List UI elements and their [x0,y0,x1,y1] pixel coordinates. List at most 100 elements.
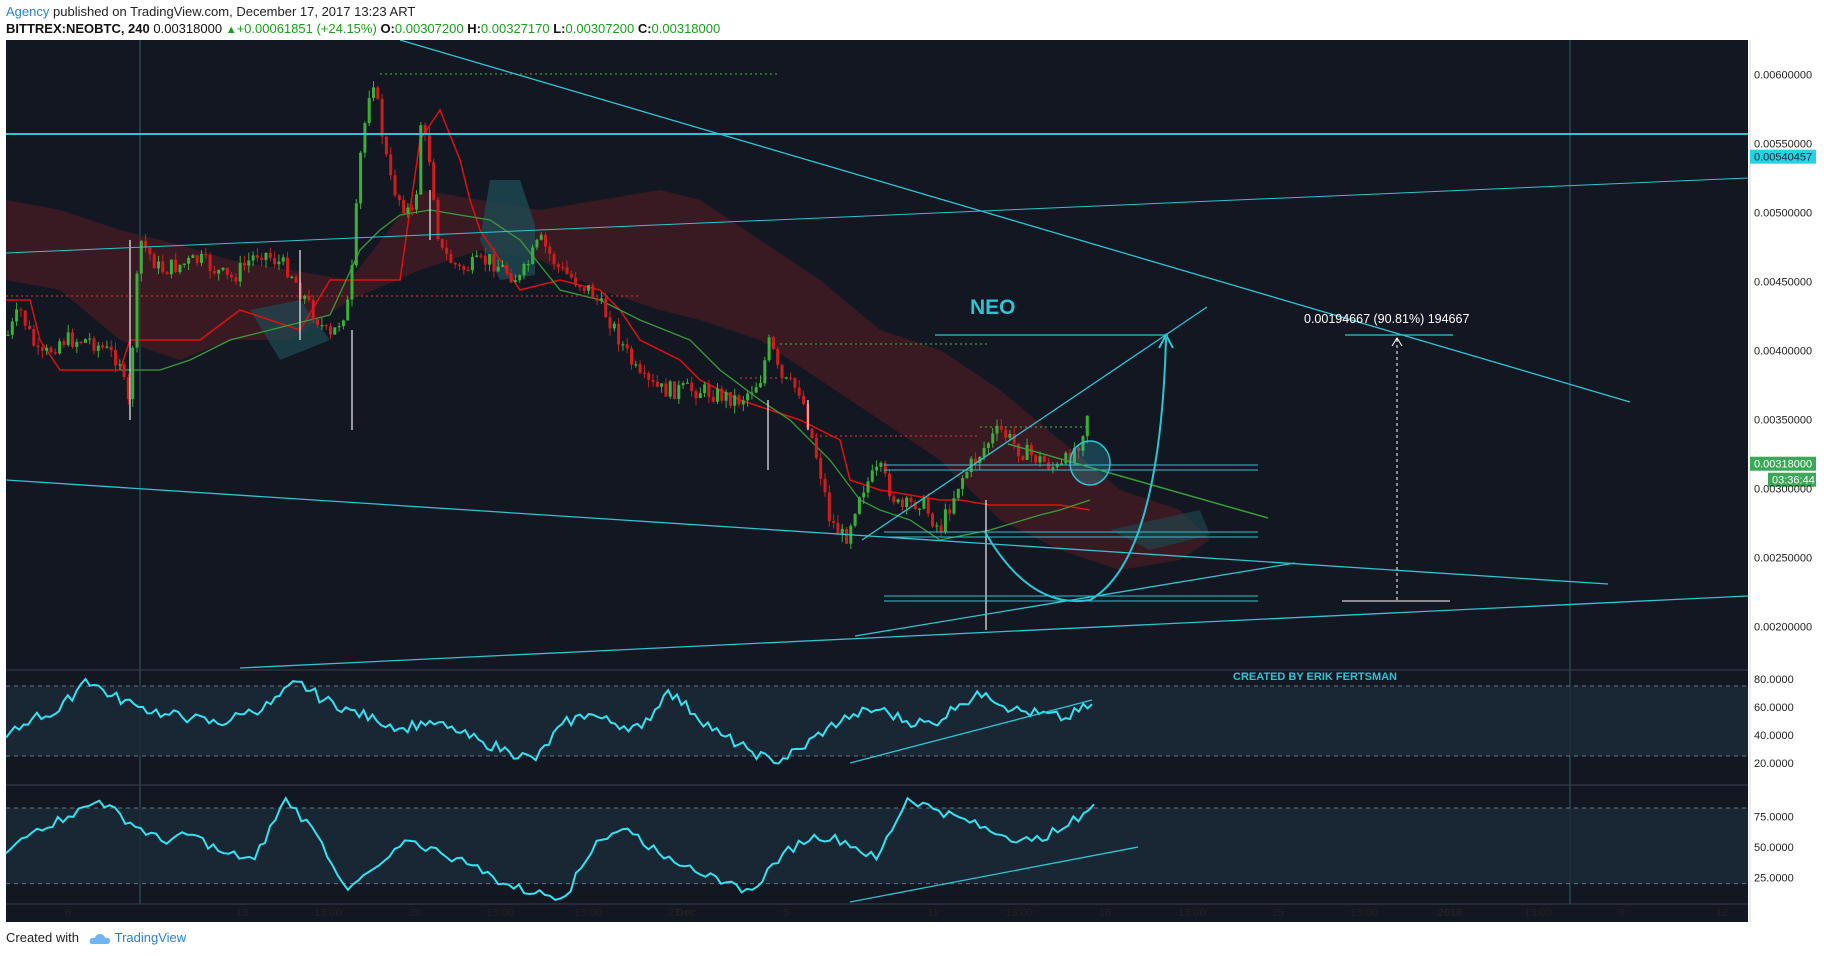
candle-body [599,298,603,301]
green-trendline [1007,443,1269,519]
candle-body [1081,436,1085,451]
candle-body [883,462,887,474]
time-tick-label: 6 [65,907,71,919]
candle-body [118,364,122,366]
candle-body [135,273,139,348]
time-tick-label: 13:00 [574,907,602,919]
candle-body [991,433,995,444]
candle-body [501,264,504,267]
candle-body [664,383,668,397]
time-tick-label: 2018 [1438,907,1462,919]
time-tick-label: 13:00 [1178,907,1206,919]
candle-body [862,492,866,498]
low-label: L: [553,21,566,36]
candle-body [62,341,66,345]
candle-body [28,325,31,329]
candle-body [144,240,148,248]
candle-body [694,391,698,399]
candle-body [367,97,371,124]
candle-body [552,253,556,265]
candle-body [372,87,375,98]
descending-trendline [399,40,1631,403]
open-value: 0.00307200 [394,21,464,36]
candle-body [1021,456,1025,460]
candle-body [892,496,896,503]
candle-body [617,323,621,345]
candle-body [565,267,569,274]
measure-label: 0.00194667 (90.81%) 194667 [1304,312,1469,326]
candle-body [660,383,664,387]
rsi-band-fill [6,686,1748,756]
candle-body [986,443,990,448]
candle-body [260,257,264,260]
candle-body [879,462,883,467]
chart-area[interactable]: NEO 0.00194667 (90.81%) 1946670.005404570… [0,40,1824,922]
candle-body [556,264,560,267]
time-tick-label: 18 [1099,907,1111,919]
candle-body [6,334,10,337]
time-tick-label: 13:00 [1005,907,1033,919]
candle-body [406,207,410,214]
candle-body [311,300,315,320]
candle-body [264,252,268,260]
publisher-link[interactable]: Agency [6,4,50,19]
candle-body [359,152,363,204]
candle-body [638,364,642,373]
candle-body [746,393,750,401]
stoch-rsi-tick-label: 75.0000 [1754,812,1794,824]
change-value: +0.00061851 (+24.15%) [236,21,377,36]
candle-body [475,255,479,257]
candle-body [587,285,590,291]
countdown-text: 03:36:44 [1772,475,1815,487]
tradingview-link[interactable]: TradingView [114,930,187,945]
candle-body [109,346,113,350]
candle-body [1055,463,1059,468]
candle-body [337,326,341,328]
resistance-price-tag [1750,149,1816,164]
candle-body [320,325,324,327]
candle-body [440,238,444,248]
price-tick-label: 0.00600000 [1754,70,1812,82]
candle-body [40,347,44,351]
candle-body [857,497,861,514]
candle-body [247,260,251,266]
candle-body [522,264,526,276]
candle-body [935,525,939,527]
rsi-tick-label: 80.0000 [1754,674,1794,686]
candle-body [195,255,199,263]
candle-body [591,285,595,299]
candle-body [307,295,311,301]
candle-body [397,195,401,201]
candle-body [982,447,986,458]
stoch-rsi-tick-label: 50.0000 [1754,842,1794,854]
candle-body [819,458,823,479]
stoch-band-fill [6,807,1748,884]
candle-body [802,395,805,405]
candle-body [169,259,173,275]
candle-body [836,522,840,535]
time-tick-label: 13:00 [486,907,514,919]
created-with-label: Created with [6,930,79,945]
candle-body [720,388,724,401]
time-tick-label: Dec [676,907,696,919]
candle-body [505,264,509,274]
candle-body [608,317,612,329]
candle-body [273,257,277,265]
candle-body [582,287,586,291]
candle-body [139,240,143,274]
candle-body [651,379,655,382]
candle-body [995,425,999,434]
price-tick-label: 0.00350000 [1754,415,1812,427]
price-tick-label: 0.00550000 [1754,139,1812,151]
candle-body [92,338,96,351]
candle-body [32,328,36,346]
candle-body [432,162,436,200]
candle-body [152,254,156,269]
candle-body [466,269,470,272]
candle-body [462,266,466,270]
candle-body [36,345,40,348]
candle-body [518,275,522,281]
candle-body [548,246,552,254]
candle-body [513,280,517,283]
candle-body [561,266,565,269]
